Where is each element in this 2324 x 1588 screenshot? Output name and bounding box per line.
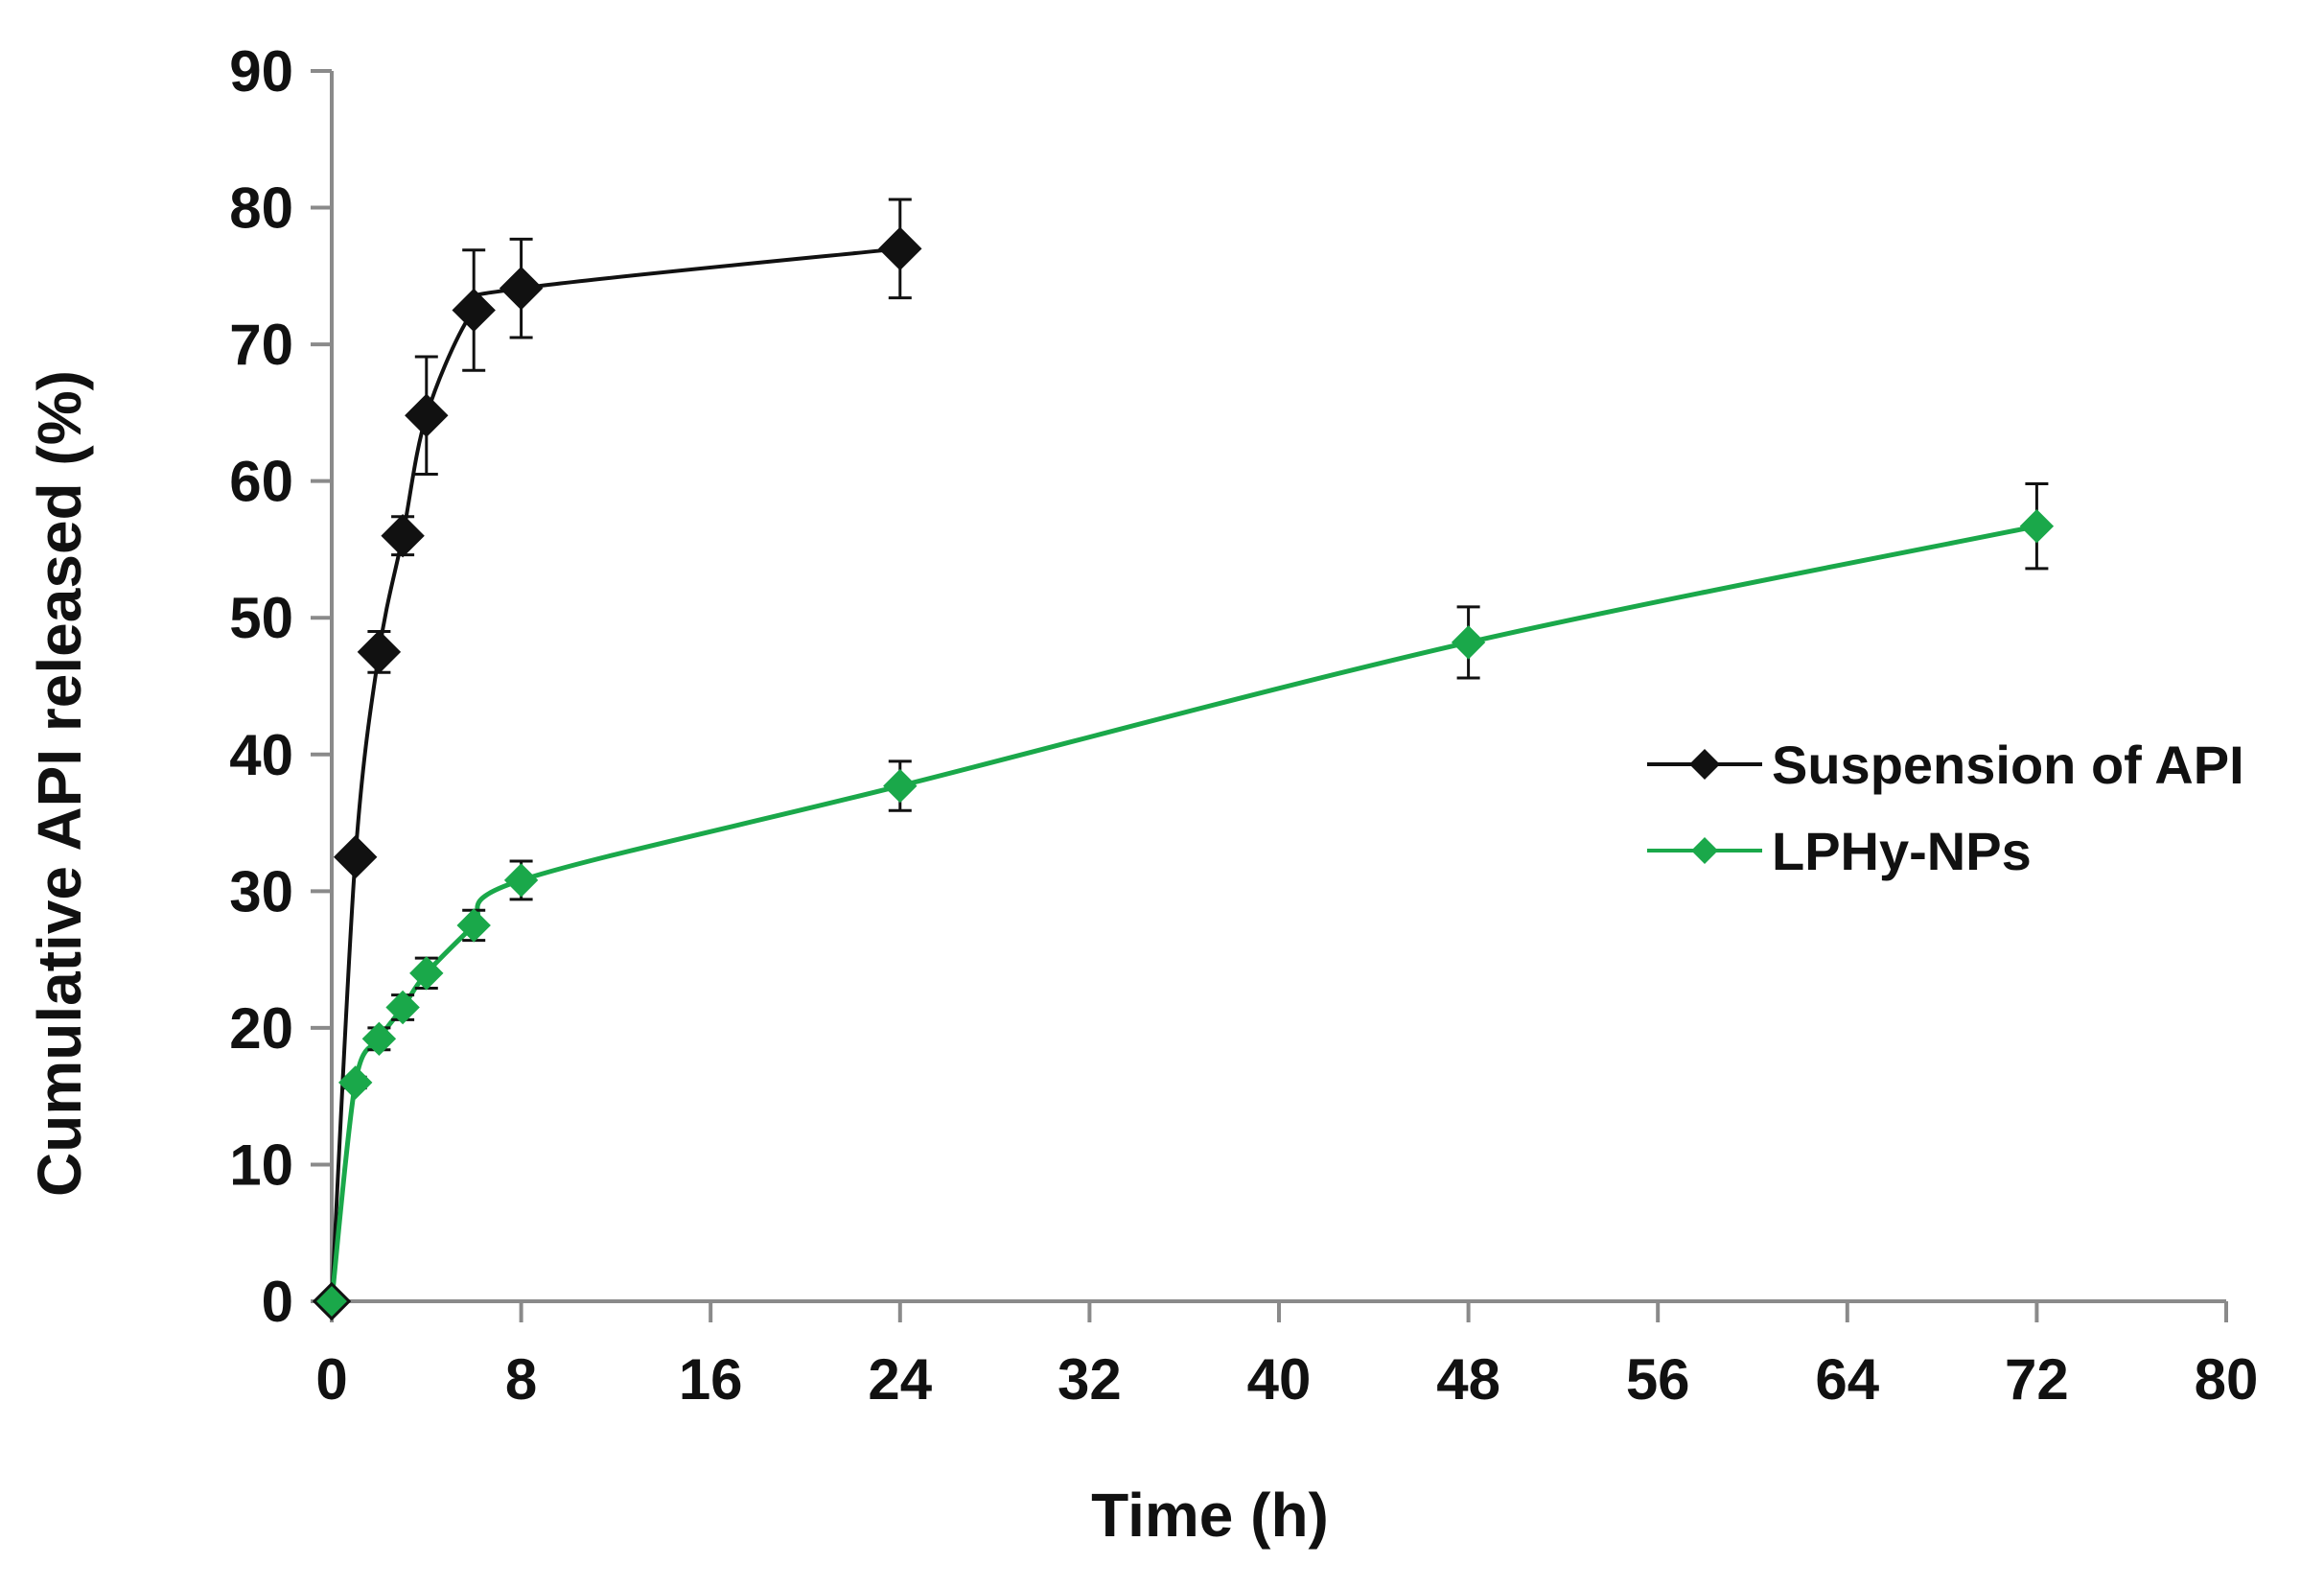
y-axis-ticks: 0 10 20 30 40 50 60 70 80 90 [229,39,332,1334]
legend-label-lphy-nps: LPHy-NPs [1772,821,2032,881]
data-point [357,630,402,674]
y-axis-title: Cumulative API released (%) [25,370,94,1197]
y-tick-label: 80 [229,176,293,241]
data-point [381,513,425,558]
x-tick-label: 80 [2195,1347,2259,1412]
x-tick-label: 24 [868,1347,932,1412]
y-tick-label: 50 [229,586,293,650]
x-tick-label: 72 [2005,1347,2069,1412]
data-point [878,226,922,271]
data-point [312,1281,352,1321]
legend-marker-lphy-nps [1691,837,1718,864]
data-point [452,288,496,333]
data-point [883,768,918,804]
data-point [2019,509,2055,544]
series-lphy-nps [312,482,2055,1321]
series-suspension-of-api [312,198,922,1321]
y-tick-label: 20 [229,996,293,1061]
legend-marker-suspension [1689,749,1720,780]
y-tick-label: 0 [262,1270,293,1334]
data-point [333,834,378,879]
y-tick-label: 40 [229,723,293,787]
x-tick-label: 16 [679,1347,743,1412]
x-tick-label: 64 [1815,1347,1879,1412]
axes: 0 10 20 30 40 50 60 70 80 90 0 8 16 24 32 40 48 56 64 72 80 [229,39,2258,1412]
data-point [385,990,420,1025]
data-point [409,956,444,991]
x-tick-label: 56 [1626,1347,1690,1412]
legend-item-lphy-nps: LPHy-NPs [1647,821,2032,881]
data-point [405,393,449,437]
legend: Suspension of API LPHy-NPs [1647,735,2244,881]
x-tick-label: 8 [505,1347,537,1412]
x-tick-label: 48 [1436,1347,1500,1412]
series-line-lphy-nps [329,524,2037,1302]
y-tick-label: 70 [229,313,293,377]
data-point [337,1065,373,1100]
y-tick-label: 60 [229,450,293,514]
y-tick-label: 10 [229,1133,293,1197]
legend-item-suspension: Suspension of API [1647,735,2244,795]
x-axis-title: Time (h) [1091,1481,1329,1550]
data-point [361,1021,397,1056]
y-tick-label: 90 [229,39,293,104]
x-axis-ticks: 0 8 16 24 32 40 48 56 64 72 80 [315,1301,2258,1412]
x-tick-label: 40 [1247,1347,1312,1412]
data-point [1451,625,1486,660]
data-point [456,908,491,943]
x-tick-label: 32 [1057,1347,1122,1412]
x-tick-label: 0 [315,1347,347,1412]
series-layer [312,198,2055,1321]
y-tick-label: 30 [229,859,293,923]
data-point [499,266,544,311]
data-point [503,863,539,898]
legend-label-suspension: Suspension of API [1772,735,2244,795]
